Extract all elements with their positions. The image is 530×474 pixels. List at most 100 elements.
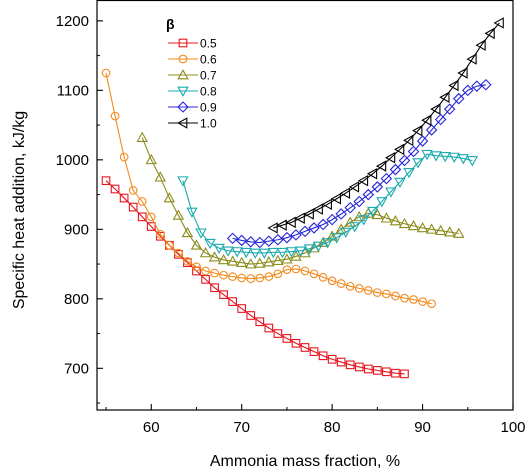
- data-point: [372, 366, 382, 375]
- data-point: [303, 244, 316, 255]
- data-point: [382, 367, 391, 377]
- data-point: [290, 250, 302, 261]
- data-point: [101, 176, 111, 186]
- data-point: [291, 338, 301, 348]
- data-point: [348, 181, 360, 193]
- legend-label: 0.9: [200, 101, 217, 115]
- data-point: [213, 243, 225, 255]
- data-point: [190, 239, 203, 250]
- y-tick-label: 1100: [57, 82, 89, 99]
- data-point: [258, 248, 271, 259]
- data-point: [484, 27, 495, 40]
- data-point: [254, 236, 266, 249]
- data-point: [412, 124, 423, 137]
- data-point: [457, 67, 468, 79]
- legend-label: 1.0: [200, 117, 217, 131]
- data-point: [466, 53, 477, 65]
- data-point: [228, 272, 238, 281]
- data-point: [389, 163, 402, 176]
- data-point: [312, 203, 323, 215]
- data-point: [354, 362, 364, 372]
- data-point: [201, 275, 210, 284]
- data-point: [244, 236, 257, 248]
- data-point: [382, 289, 391, 299]
- data-point: [137, 212, 147, 222]
- data-point: [363, 364, 373, 374]
- data-point: [366, 167, 378, 180]
- y-tick-label: 1000: [56, 152, 89, 169]
- data-point: [443, 103, 456, 115]
- data-point: [330, 193, 342, 205]
- data-point: [345, 281, 355, 291]
- data-point: [443, 226, 456, 237]
- data-point: [418, 297, 427, 306]
- data-point: [222, 246, 234, 257]
- data-point: [146, 212, 156, 222]
- data-point: [110, 111, 120, 121]
- data-point: [425, 223, 438, 234]
- data-point: [367, 206, 379, 218]
- data-point: [163, 192, 176, 203]
- data-point: [354, 284, 364, 293]
- data-point: [327, 354, 337, 364]
- data-point: [300, 343, 310, 352]
- data-point: [303, 208, 314, 220]
- data-point: [375, 160, 387, 172]
- data-point: [237, 304, 247, 313]
- data-point: [101, 68, 111, 78]
- data-point: [299, 225, 311, 238]
- legend-label: 0.5: [200, 37, 217, 51]
- data-point: [294, 246, 307, 257]
- data-point: [372, 288, 382, 297]
- data-point: [394, 143, 405, 156]
- data-point: [217, 253, 230, 265]
- data-point: [335, 208, 347, 220]
- data-point: [327, 276, 337, 286]
- data-point: [403, 167, 415, 179]
- data-point: [267, 247, 280, 259]
- data-point: [164, 240, 174, 250]
- series-1.0: [267, 17, 504, 234]
- data-point: [172, 209, 185, 220]
- data-point: [204, 238, 216, 250]
- data-point: [246, 311, 256, 320]
- data-point: [282, 334, 292, 343]
- data-point: [110, 184, 120, 194]
- data-point: [137, 197, 147, 206]
- data-point: [136, 131, 148, 142]
- data-point: [434, 224, 447, 236]
- data-point: [255, 273, 265, 283]
- data-point: [201, 266, 210, 276]
- data-point: [281, 253, 293, 264]
- data-point: [145, 153, 157, 165]
- plot-area: [101, 17, 504, 379]
- data-point: [273, 329, 283, 338]
- legend-marker: [177, 86, 189, 97]
- data-point: [146, 222, 156, 231]
- data-point: [376, 197, 388, 208]
- data-point: [448, 79, 459, 92]
- data-point: [358, 215, 370, 226]
- data-point: [174, 248, 183, 258]
- data-point: [119, 193, 129, 203]
- x-axis-label: Ammonia mass fraction, %: [210, 453, 400, 470]
- data-point: [128, 202, 138, 212]
- data-point: [228, 297, 238, 306]
- legend-item-0.8: 0.8: [168, 85, 217, 99]
- data-point: [403, 134, 414, 147]
- data-point: [462, 84, 474, 97]
- legend-item-0.7: 0.7: [168, 69, 217, 83]
- data-point: [430, 151, 442, 162]
- data-point: [219, 270, 228, 280]
- data-point: [219, 290, 228, 299]
- data-point: [330, 233, 343, 244]
- data-point: [357, 174, 369, 187]
- data-point: [321, 198, 332, 211]
- y-tick-label: 900: [64, 221, 89, 238]
- data-point: [272, 254, 284, 265]
- data-point: [336, 357, 346, 367]
- legend-marker: [177, 69, 189, 80]
- data-point: [321, 238, 334, 249]
- y-tick-label: 800: [64, 291, 89, 308]
